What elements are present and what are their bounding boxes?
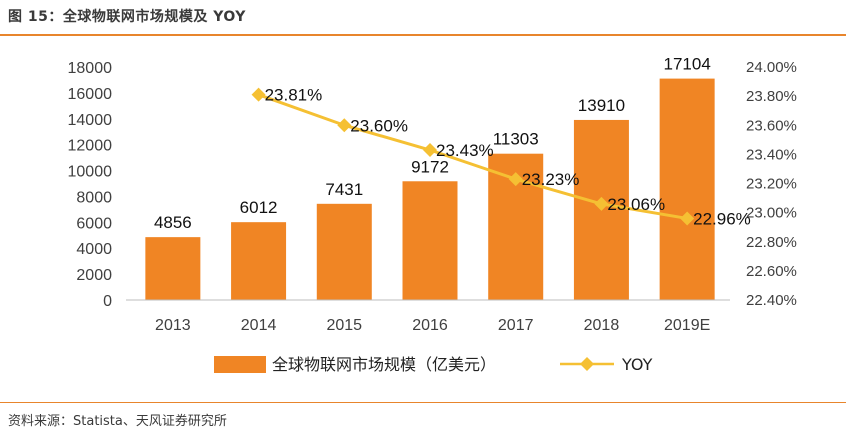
y-left-tick-6000: 6000 [76,215,112,232]
bar-label-2016: 9172 [411,157,449,176]
x-tick-labels: 2013 2014 2015 2016 2017 2018 2019E [155,317,710,334]
yoy-marker-2018 [594,196,609,211]
y-left-tick-2000: 2000 [76,267,112,284]
x-tick-2015: 2015 [326,317,362,334]
yoy-marker-2019E [680,211,695,226]
y-left-tick-14000: 14000 [68,112,113,129]
legend-bar-swatch [214,356,266,373]
top-rule [0,34,846,36]
y-right-tick-22.40%: 22.40% [746,292,797,309]
yoy-label-2018: 23.06% [607,195,665,214]
bar-2014 [231,222,287,300]
y-left-tick-8000: 8000 [76,189,112,206]
y-left-tick-0: 0 [103,293,112,310]
bar-2015 [316,203,372,300]
yoy-marker-2015 [337,118,352,133]
x-tick-2017: 2017 [498,317,534,334]
yoy-marker-2016 [423,143,437,158]
yoy-labels: 23.81% 23.60% 23.43% 23.23% 23.06% 22.96% [265,86,751,229]
legend-line-label: YOY [621,355,653,374]
bar-series [145,78,715,300]
bar-label-2015: 7431 [325,180,363,199]
y-left-tick-labels: 0 2000 4000 6000 8000 10000 12000 14000 16000 180… [68,60,113,310]
y-right-tick-23.40%: 23.40% [746,146,797,163]
x-tick-2013: 2013 [155,317,191,334]
y-right-tick-labels: 22.40% 22.60% 22.80% 23.00% 23.20% 23.40% 23.6… [746,59,797,309]
bar-label-2014: 6012 [240,198,278,217]
x-tick-2018: 2018 [584,317,620,334]
yoy-series [251,87,695,226]
y-right-tick-22.60%: 22.60% [746,263,797,280]
legend-bar-label: 全球物联网市场规模（亿美元） [272,355,496,374]
bar-2019E [659,78,715,300]
y-left-tick-16000: 16000 [68,86,113,103]
yoy-label-2017: 23.23% [522,170,580,189]
yoy-label-2014: 23.81% [265,86,323,105]
y-right-tick-23.60%: 23.60% [746,117,797,134]
legend: 全球物联网市场规模（亿美元） YOY [214,355,653,374]
y-left-tick-18000: 18000 [68,60,113,77]
source-note: 资料来源：Statista、天风证券研究所 [8,414,227,429]
y-right-tick-22.80%: 22.80% [746,234,797,251]
bar-label-2013: 4856 [154,213,192,232]
yoy-label-2015: 23.60% [350,116,408,135]
bar-2016 [402,181,458,300]
bar-label-2019E: 17104 [664,55,711,74]
bar-label-2018: 13910 [578,96,625,115]
bar-labels: 4856 6012 7431 9172 11303 13910 17104 [154,55,711,233]
y-right-tick-23.80%: 23.80% [746,88,797,105]
bottom-rule [0,402,846,403]
bar-2013 [145,237,201,300]
x-tick-2014: 2014 [241,317,277,334]
y-right-tick-23.00%: 23.00% [746,205,797,222]
legend-line-marker [580,357,594,371]
x-tick-2019E: 2019E [664,317,710,334]
y-left-tick-10000: 10000 [68,164,113,181]
y-right-tick-23.20%: 23.20% [746,176,797,193]
bar-label-2017: 11303 [493,130,539,149]
x-tick-2016: 2016 [412,317,448,334]
yoy-marker-2017 [508,172,523,187]
y-left-tick-4000: 4000 [76,241,112,258]
yoy-marker-2014 [251,87,266,102]
y-left-tick-12000: 12000 [68,138,113,155]
yoy-label-2019E: 22.96% [693,209,751,228]
figure-title: 图 15：全球物联网市场规模及 YOY [8,9,246,25]
y-right-tick-24.00%: 24.00% [746,59,797,76]
yoy-line [258,93,688,220]
yoy-label-2016: 23.43% [436,141,494,160]
